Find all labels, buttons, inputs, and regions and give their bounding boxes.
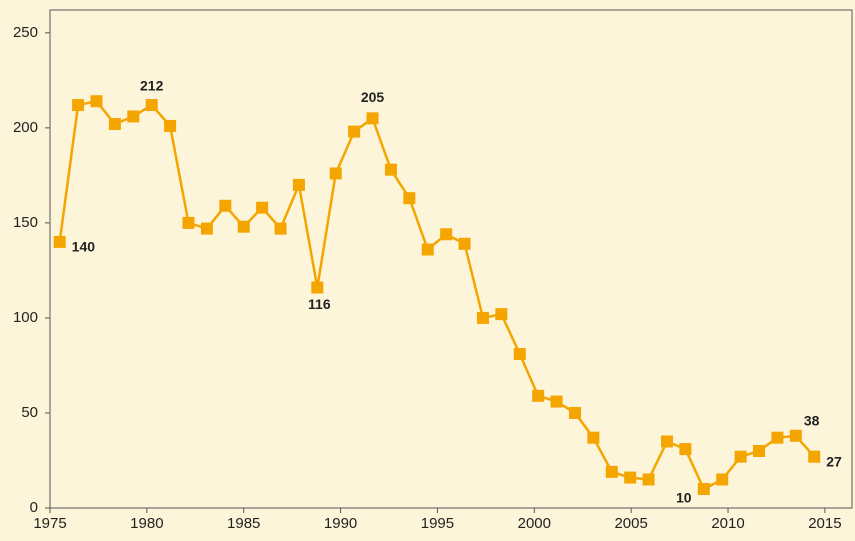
marker	[403, 192, 416, 205]
marker	[164, 119, 177, 132]
marker	[458, 237, 471, 250]
marker	[605, 465, 618, 478]
x-tick-label: 1995	[421, 515, 454, 532]
x-tick-label: 2000	[518, 515, 551, 532]
marker	[660, 435, 673, 448]
x-tick-label: 1980	[130, 515, 163, 532]
marker	[108, 118, 121, 131]
data-label: 140	[72, 239, 96, 255]
data-label: 212	[140, 78, 164, 94]
data-label: 27	[826, 453, 842, 469]
marker	[550, 395, 563, 408]
data-label: 10	[676, 490, 692, 506]
x-tick-label: 2015	[808, 515, 841, 532]
marker	[182, 216, 195, 229]
marker	[734, 450, 747, 463]
marker	[421, 243, 434, 256]
x-tick-label: 1975	[33, 515, 66, 532]
marker	[256, 201, 269, 214]
line	[58, 99, 816, 491]
marker	[495, 308, 508, 321]
marker	[348, 125, 361, 138]
marker	[624, 471, 637, 484]
marker	[274, 222, 287, 235]
marker	[716, 473, 729, 486]
marker	[771, 431, 784, 444]
data-label: 205	[361, 89, 385, 105]
marker	[697, 482, 710, 495]
marker	[145, 99, 158, 112]
marker	[679, 443, 692, 456]
y-tick-label: 100	[13, 309, 38, 326]
x-tick-label: 1990	[324, 515, 357, 532]
marker	[72, 99, 85, 112]
marker	[476, 311, 489, 324]
y-tick-label: 50	[21, 404, 38, 421]
data-label: 38	[804, 412, 820, 428]
marker	[237, 220, 250, 233]
y-tick-label: 250	[13, 24, 38, 41]
marker	[200, 222, 213, 235]
x-tick-label: 1985	[227, 515, 260, 532]
y-tick-label: 200	[13, 119, 38, 136]
marker	[440, 228, 453, 241]
y-tick-label: 0	[30, 499, 38, 516]
marker	[568, 406, 581, 419]
marker	[789, 429, 802, 442]
marker	[587, 431, 600, 444]
marker	[753, 444, 766, 457]
marker	[384, 163, 397, 176]
x-tick-label: 2010	[711, 515, 744, 532]
marker	[90, 95, 103, 108]
marker	[127, 110, 140, 123]
data-label: 116	[308, 296, 331, 312]
marker	[311, 281, 324, 294]
marker	[329, 167, 342, 180]
y-tick-label: 150	[13, 214, 38, 231]
marker	[219, 199, 232, 212]
marker	[513, 348, 526, 361]
marker	[532, 389, 545, 402]
marker	[366, 112, 379, 125]
x-tick-label: 2005	[614, 515, 647, 532]
plot-frame	[49, 9, 853, 509]
marker	[292, 178, 305, 191]
marker	[53, 235, 66, 248]
marker	[642, 473, 655, 486]
marker	[808, 450, 821, 463]
